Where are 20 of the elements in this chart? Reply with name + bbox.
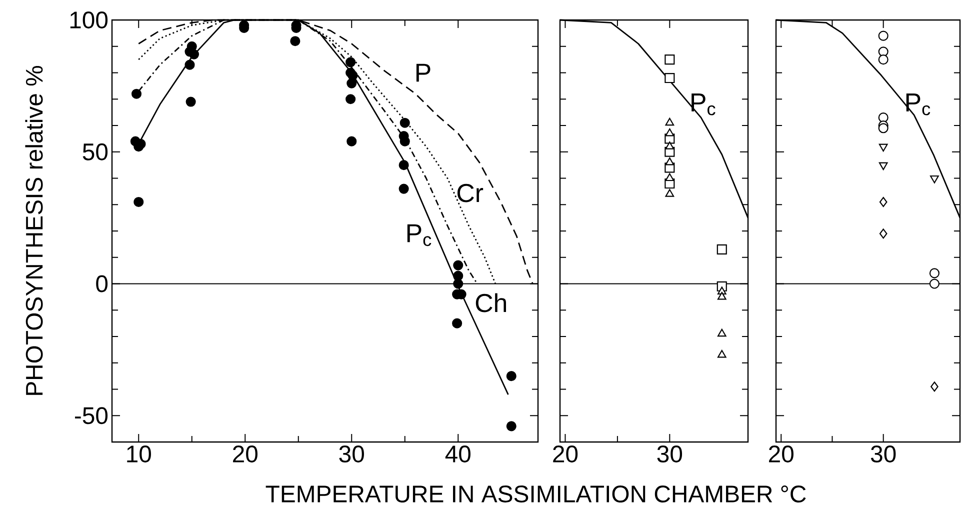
- x-tick-label: 40: [445, 446, 470, 462]
- y-axis-title: PHOTOSYNTHESIS relative %: [25, 66, 43, 395]
- annotation: Ch: [476, 293, 506, 312]
- y-tick-label: 0: [96, 275, 108, 292]
- x-tick-label: 10: [127, 446, 151, 462]
- y-tick-label: 100: [70, 12, 108, 28]
- annotation: P$_{c}$: [906, 94, 930, 116]
- annotation: P$_{c}$: [692, 94, 716, 116]
- y-tick-label: -50: [74, 407, 108, 424]
- x-tick-label: 20: [233, 446, 258, 462]
- x-tick-label: 30: [339, 446, 364, 462]
- annotation: Cr: [457, 184, 484, 202]
- annotation: P$_{c}$: [407, 224, 432, 246]
- y-tick-label: 50: [82, 143, 108, 160]
- x-tick-label: 20: [553, 446, 578, 462]
- x-tick-label: 30: [657, 446, 682, 462]
- annotation: P: [416, 64, 430, 82]
- x-tick-label: 30: [870, 446, 896, 462]
- x-tick-label: 20: [769, 446, 794, 462]
- x-axis-title: TEMPERATURE IN ASSIMILATION CHAMBER °C: [266, 486, 806, 502]
